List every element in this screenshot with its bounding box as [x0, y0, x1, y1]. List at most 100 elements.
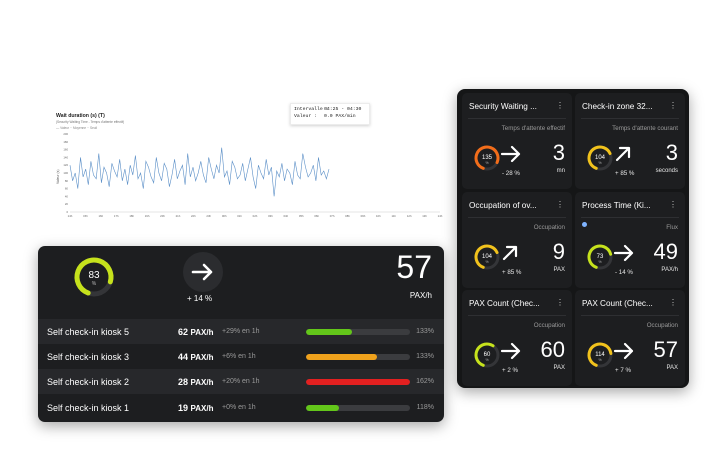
- card-subtitle: Occupation: [646, 322, 678, 329]
- arrow-right-icon: [191, 263, 213, 281]
- arrow-up-right-icon: [615, 146, 631, 162]
- kiosk-row[interactable]: Self check-in kiosk 1 19 PAX/h +0% en 1h 11…: [38, 395, 444, 420]
- kiosk-value: 19 PAX/h: [178, 403, 214, 413]
- card-gauge: 104%: [472, 242, 502, 277]
- arrow-right-icon: [613, 244, 634, 262]
- gauge-ring-icon: 60%: [474, 342, 500, 368]
- card-value: 3: [665, 140, 678, 165]
- card-value: 9: [552, 239, 565, 264]
- kiosk-percent: 162%: [416, 378, 434, 385]
- card-title: Process Time (Ki...: [582, 201, 651, 210]
- card-divider: [581, 118, 679, 119]
- card-value: 3: [552, 140, 565, 165]
- kiosk-progress-bar: [306, 404, 410, 411]
- kiosk-percent: 118%: [416, 404, 434, 411]
- kiosk-value-number: 28: [178, 376, 189, 387]
- gauge-ring-icon: 135%: [474, 145, 500, 171]
- card-delta: + 85 %: [502, 269, 522, 276]
- card-unit: PAX/h: [661, 267, 678, 273]
- gauge-ring-icon: 83 %: [74, 257, 114, 297]
- card-gauge: 60%: [472, 340, 502, 375]
- x-tick-label: 07h: [330, 214, 335, 218]
- card-divider: [581, 315, 679, 316]
- card-gauge-unit: %: [485, 260, 488, 264]
- card-gauge-value: 73: [597, 254, 604, 260]
- more-menu-icon[interactable]: ⋮: [669, 101, 677, 110]
- kpi-card[interactable]: Check-in zone 32... ⋮ Temps d'attente cour…: [575, 93, 685, 189]
- kiosk-row[interactable]: Self check-in kiosk 3 44 PAX/h +6% en 1h 13…: [38, 344, 444, 369]
- kiosk-row[interactable]: Self check-in kiosk 5 62 PAX/h +29% en 1h 1…: [38, 319, 444, 344]
- card-subtitle: Temps d'attente effectif: [501, 125, 565, 132]
- card-trend: [500, 144, 522, 169]
- x-tick-label: 15h: [83, 214, 88, 218]
- chart-title: Wait duration (s) (T): [56, 113, 105, 119]
- card-gauge: 114%: [585, 340, 615, 375]
- kiosk-value: 62 PAX/h: [178, 327, 214, 337]
- kiosk-progress-bar: [306, 353, 410, 360]
- line-chart: Wait duration (s) (T) (Security Waiting …: [56, 113, 443, 218]
- x-tick-label: 14h: [438, 214, 443, 218]
- kiosk-value: 44 PAX/h: [178, 352, 214, 362]
- gauge-ring-icon: 104%: [474, 244, 500, 270]
- x-tick-label: 11h: [392, 214, 397, 218]
- kiosk-name: Self check-in kiosk 3: [47, 351, 130, 362]
- more-menu-icon[interactable]: ⋮: [669, 200, 677, 209]
- more-menu-icon[interactable]: ⋮: [556, 298, 564, 307]
- card-unit: PAX: [553, 267, 565, 273]
- x-tick-label: 09h: [361, 214, 366, 218]
- kpi-card[interactable]: PAX Count (Chec... ⋮ Occupation 114% + 7 % 57…: [575, 290, 685, 386]
- card-subtitle: Occupation: [533, 322, 565, 329]
- kiosk-value: 28 PAX/h: [178, 377, 214, 387]
- tooltip-value-label: Valeur :: [294, 114, 318, 119]
- card-value: 57: [653, 337, 678, 362]
- y-tick-label: 80: [65, 179, 69, 183]
- card-value: 49: [653, 239, 678, 264]
- x-tick-label: 10h: [376, 214, 381, 218]
- kiosk-delta: +29% en 1h: [222, 328, 260, 335]
- main-gauge: 83 %: [70, 253, 118, 301]
- more-menu-icon[interactable]: ⋮: [556, 101, 564, 110]
- card-gauge: 104%: [585, 143, 615, 178]
- x-tick-label: 18h: [129, 214, 134, 218]
- card-delta: + 7 %: [615, 367, 631, 374]
- y-tick-label: 180: [63, 140, 68, 144]
- kiosk-delta: +0% en 1h: [222, 404, 256, 411]
- kpi-card[interactable]: Security Waiting ... ⋮ Temps d'attente eff…: [462, 93, 572, 189]
- kpi-card[interactable]: PAX Count (Chec... ⋮ Occupation 60% + 2 % 60 P…: [462, 290, 572, 386]
- y-tick-label: 40: [65, 194, 69, 198]
- kpi-card[interactable]: Occupation of ov... ⋮ Occupation 104% + 85 %…: [462, 192, 572, 288]
- arrow-right-icon: [500, 145, 521, 163]
- flux-indicator-icon: [582, 222, 587, 227]
- kiosk-progress-fill: [306, 328, 352, 335]
- card-trend: [613, 341, 635, 366]
- x-tick-label: 16h: [98, 214, 103, 218]
- main-unit: PAX/h: [409, 291, 432, 300]
- kiosk-name: Self check-in kiosk 2: [47, 376, 130, 387]
- card-gauge: 135%: [472, 143, 502, 178]
- chart-subtitle: (Security Waiting Time - Temps d'attente…: [56, 120, 124, 124]
- card-title: PAX Count (Chec...: [469, 299, 540, 308]
- chart-series-line: [69, 147, 330, 197]
- y-tick-label: 20: [65, 202, 69, 206]
- card-gauge-unit: %: [598, 260, 601, 264]
- card-gauge-value: 135: [482, 155, 493, 161]
- card-delta: + 85 %: [615, 170, 635, 177]
- kiosk-percent: 133%: [416, 353, 434, 360]
- kpi-card[interactable]: Process Time (Ki... ⋮ Flux 73% - 14 % 49 PAX/h: [575, 192, 685, 288]
- more-menu-icon[interactable]: ⋮: [556, 200, 564, 209]
- card-delta: - 28 %: [502, 170, 520, 177]
- y-tick-label: 140: [63, 155, 68, 159]
- card-title: Check-in zone 32...: [582, 102, 653, 111]
- kiosk-progress-fill: [306, 404, 340, 411]
- main-value: 57: [396, 249, 432, 285]
- kiosk-delta: +20% en 1h: [222, 378, 260, 385]
- gauge-ring-icon: 114%: [587, 342, 613, 368]
- kiosk-row[interactable]: Self check-in kiosk 2 28 PAX/h +20% en 1h 1…: [38, 369, 444, 394]
- card-gauge-unit: %: [598, 161, 601, 165]
- more-menu-icon[interactable]: ⋮: [669, 298, 677, 307]
- y-tick-label: 120: [63, 163, 68, 167]
- card-subtitle: Occupation: [533, 224, 565, 231]
- x-tick-label: 17h: [114, 214, 119, 218]
- chart-y-label: Valeur (s): [56, 170, 60, 184]
- card-trend: [500, 243, 520, 268]
